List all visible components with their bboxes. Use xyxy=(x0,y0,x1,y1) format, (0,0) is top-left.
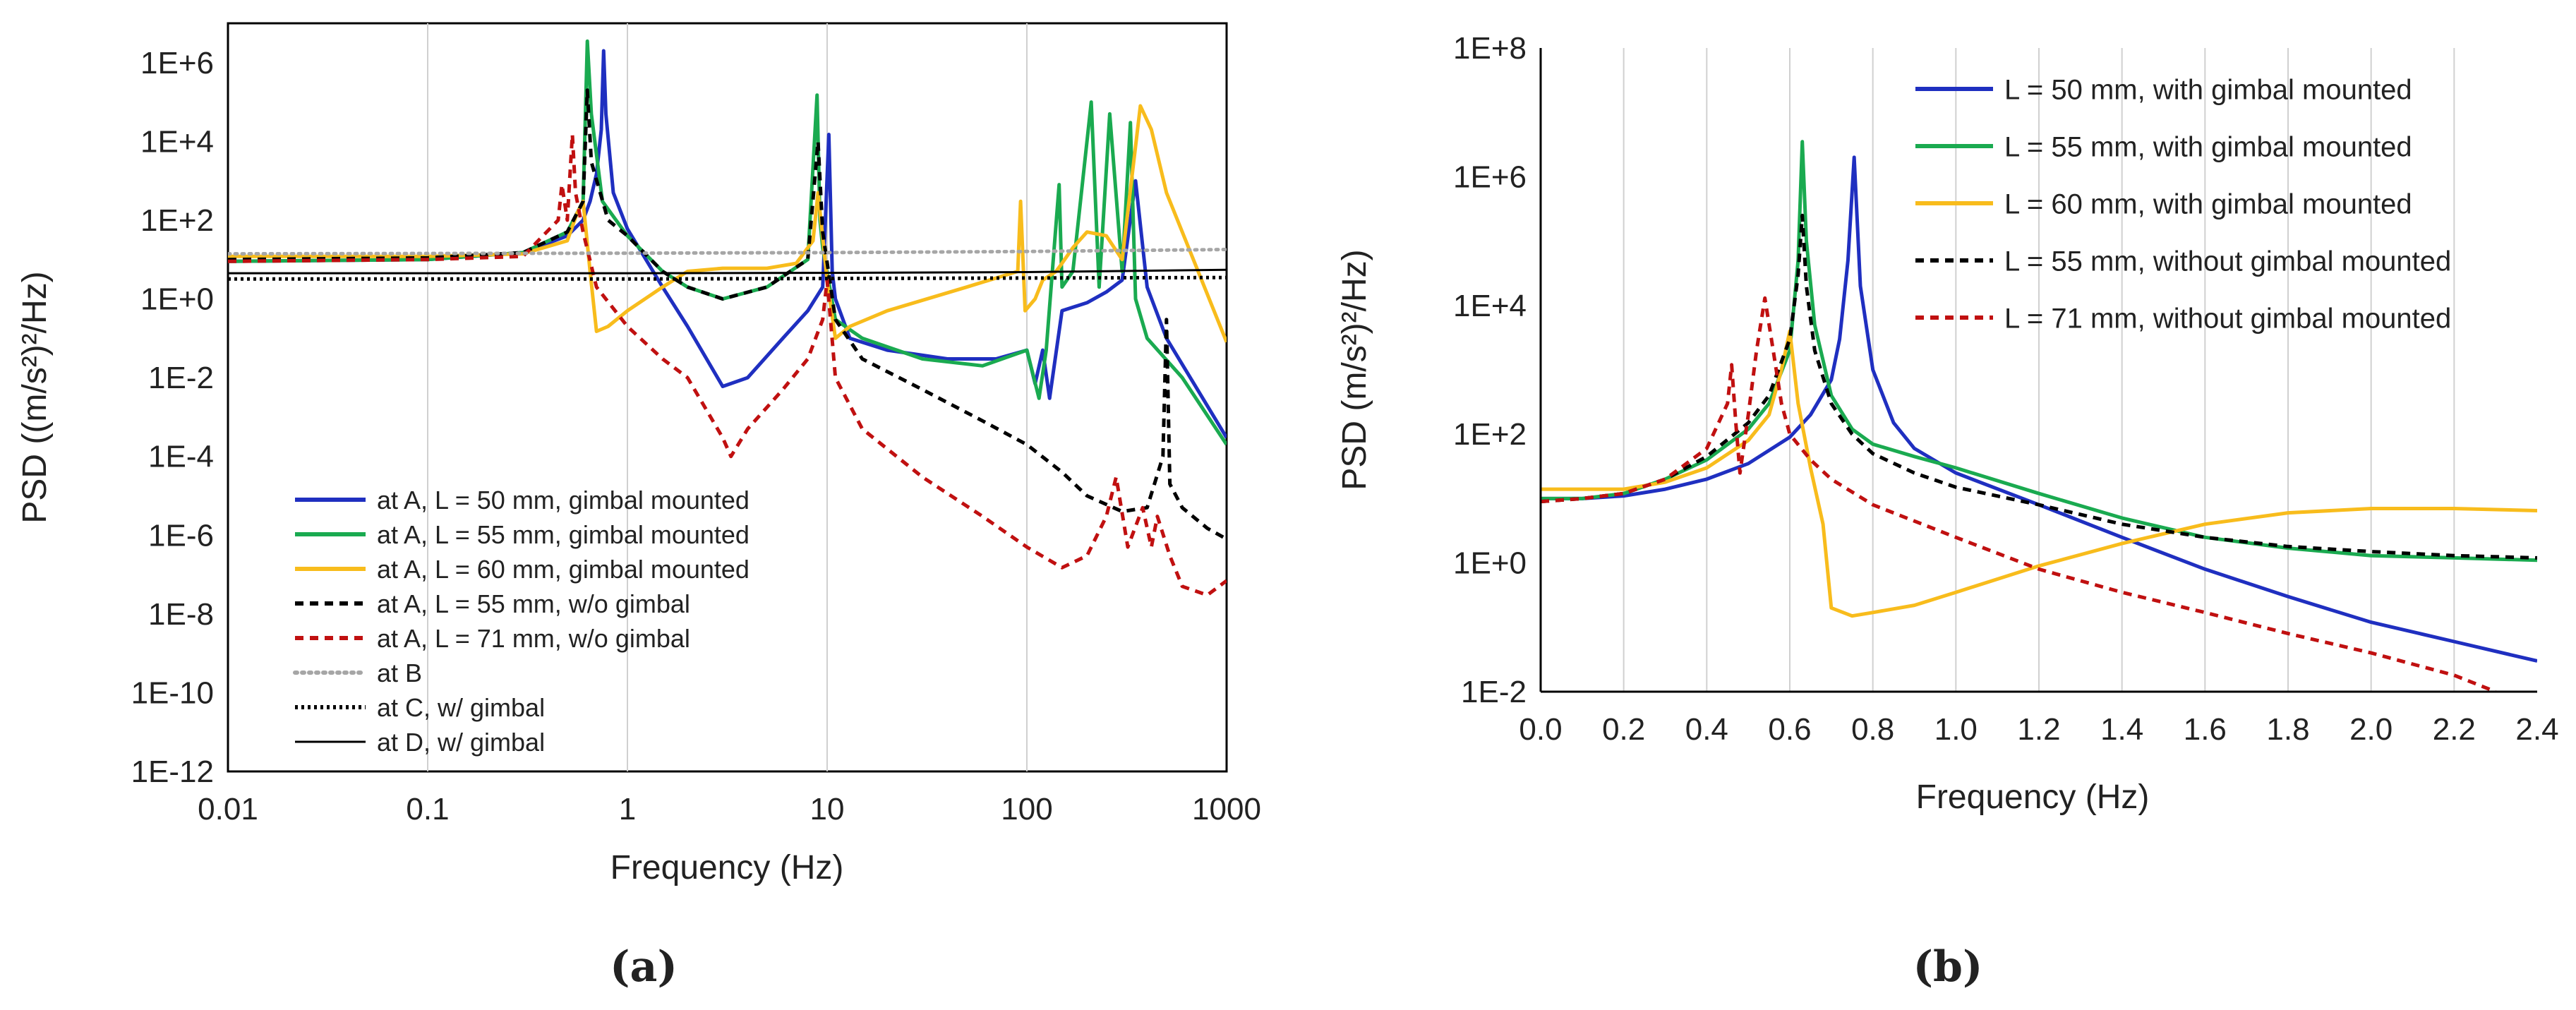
y-tick-label-b-3: 1E+4 xyxy=(1453,289,1527,323)
y-tick-label-a-4: 1E-4 xyxy=(148,440,214,474)
series-a-at-a-l-71-mm-w-o-gimbal xyxy=(228,133,1227,597)
x-tick-label-a-3: 10 xyxy=(810,792,845,826)
x-tick-label-b-7: 1.4 xyxy=(2100,712,2143,747)
x-tick-label-a-5: 1000 xyxy=(1192,792,1261,826)
x-axis-label-a: Frequency (Hz) xyxy=(610,849,844,886)
y-tick-label-a-2: 1E-8 xyxy=(148,597,214,632)
x-tick-label-b-8: 1.6 xyxy=(2184,712,2227,747)
x-axis-label-b: Frequency (Hz) xyxy=(1916,778,2150,816)
series-b-l-55-mm-without-gimbal-mounted xyxy=(1541,213,2537,560)
series-a-at-a-l-55-mm-w-o-gimbal xyxy=(228,88,1227,541)
legend-b: L = 50 mm, with gimbal mounted L = 55 mm,… xyxy=(1915,74,2451,334)
y-tick-label-a-6: 1E+0 xyxy=(140,282,214,317)
chart-a: 0.01 0.1 1 10 100 1000 1E-12 1E-10 1E-8 1E-6 1E-4… xyxy=(16,22,1261,992)
grid-b xyxy=(1623,48,2455,692)
plot-area-a xyxy=(227,22,1228,773)
legend-label-a-6: at C, w/ gimbal xyxy=(377,693,545,722)
x-tick-label-b-12: 2.4 xyxy=(2515,712,2558,747)
x-tick-label-b-6: 1.2 xyxy=(2017,712,2060,747)
legend-label-a-0: at A, L = 50 mm, gimbal mounted xyxy=(377,486,750,515)
legend-label-a-4: at A, L = 71 mm, w/o gimbal xyxy=(377,624,690,653)
x-tick-labels-a: 0.01 0.1 1 10 100 1000 xyxy=(198,792,1261,826)
series-a-at-d-w-gimbal xyxy=(228,268,1227,275)
x-tick-label-b-3: 0.6 xyxy=(1768,712,1811,747)
legend-label-b-4: L = 71 mm, without gimbal mounted xyxy=(2004,303,2451,334)
x-tick-labels-b: 0.0 0.2 0.4 0.6 0.8 1.0 1.2 1.4 1.6 1.8 2.0 2.2 2.4 xyxy=(1519,712,2558,747)
y-tick-label-b-5: 1E+8 xyxy=(1453,31,1527,66)
x-tick-label-b-11: 2.2 xyxy=(2433,712,2476,747)
x-tick-label-b-2: 0.4 xyxy=(1685,712,1728,747)
legend-label-a-7: at D, w/ gimbal xyxy=(377,728,545,757)
x-tick-label-a-2: 1 xyxy=(619,792,636,826)
series-a xyxy=(228,39,1227,597)
x-tick-label-a-0: 0.01 xyxy=(198,792,258,826)
series-a-at-b xyxy=(228,248,1227,256)
x-tick-label-b-10: 2.0 xyxy=(2349,712,2393,747)
series-b xyxy=(1541,140,2537,692)
legend-label-b-0: L = 50 mm, with gimbal mounted xyxy=(2004,74,2412,105)
legend-label-a-2: at A, L = 60 mm, gimbal mounted xyxy=(377,555,750,584)
chart-b: 0.0 0.2 0.4 0.6 0.8 1.0 1.2 1.4 1.6 1.8 2.0 2.2 2.4 … xyxy=(1336,31,2559,992)
y-tick-labels-a: 1E-12 1E-10 1E-8 1E-6 1E-4 1E-2 1E+0 1E+2 1E+4 1E… xyxy=(131,46,214,789)
y-tick-label-b-4: 1E+6 xyxy=(1453,160,1527,194)
legend-label-a-5: at B xyxy=(377,659,422,687)
legend-label-b-1: L = 55 mm, with gimbal mounted xyxy=(2004,131,2412,162)
legend-label-b-2: L = 60 mm, with gimbal mounted xyxy=(2004,188,2412,220)
x-tick-label-a-4: 100 xyxy=(1001,792,1052,826)
series-b-l-60-mm-with-gimbal-mounted xyxy=(1541,329,2537,618)
series-b-l-55-mm-with-gimbal-mounted xyxy=(1541,140,2537,563)
y-tick-label-b-0: 1E-2 xyxy=(1461,675,1527,709)
y-tick-label-a-5: 1E-2 xyxy=(148,361,214,395)
x-tick-label-b-5: 1.0 xyxy=(1934,712,1978,747)
y-tick-label-a-7: 1E+2 xyxy=(140,203,214,238)
x-tick-label-a-1: 0.1 xyxy=(406,792,449,826)
x-tick-label-b-4: 0.8 xyxy=(1851,712,1894,747)
y-tick-label-b-1: 1E+0 xyxy=(1453,546,1527,581)
legend-label-b-3: L = 55 mm, without gimbal mounted xyxy=(2004,246,2451,277)
series-a-at-a-l-60-mm-gimbal-mounted xyxy=(228,104,1227,343)
y-tick-labels-b: 1E-2 1E+0 1E+2 1E+4 1E+6 1E+8 xyxy=(1453,31,1527,709)
series-a-at-c-w-gimbal xyxy=(228,275,1227,281)
y-tick-label-b-2: 1E+2 xyxy=(1453,417,1527,452)
legend-a: at A, L = 50 mm, gimbal mounted at A, L =… xyxy=(293,486,750,757)
legend-label-a-3: at A, L = 55 mm, w/o gimbal xyxy=(377,589,690,618)
series-b-l-50-mm-with-gimbal-mounted xyxy=(1541,155,2537,663)
y-axis-label-a: PSD ((m/s²)²/Hz) xyxy=(16,271,54,523)
y-tick-label-a-0: 1E-12 xyxy=(131,755,214,789)
panel-label-b: (b) xyxy=(1913,942,1983,992)
y-tick-label-a-1: 1E-10 xyxy=(131,675,214,710)
panel-label-a: (a) xyxy=(610,942,678,992)
x-tick-label-b-1: 0.2 xyxy=(1602,712,1645,747)
y-axis-label-b: PSD (m/s²)²/Hz) xyxy=(1336,249,1373,490)
y-tick-label-a-8: 1E+4 xyxy=(140,124,214,159)
x-tick-label-b-9: 1.8 xyxy=(2266,712,2309,747)
x-tick-label-b-0: 0.0 xyxy=(1519,712,1562,747)
y-tick-label-a-3: 1E-6 xyxy=(148,518,214,553)
y-tick-label-a-9: 1E+6 xyxy=(140,46,214,80)
legend-label-a-1: at A, L = 55 mm, gimbal mounted xyxy=(377,520,750,549)
